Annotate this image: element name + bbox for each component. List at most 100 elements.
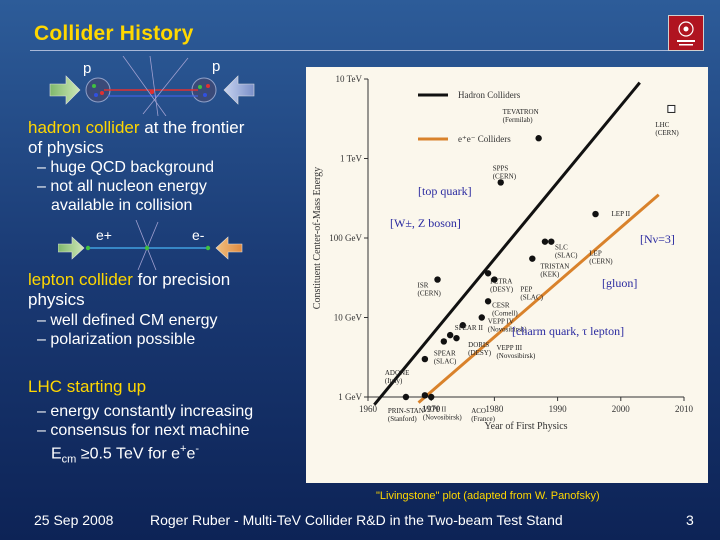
point-sublabel: (CERN): [655, 129, 679, 137]
y-tick-label: 1 TeV: [340, 154, 362, 164]
point-marker: [592, 210, 599, 218]
lepton-bullet-1: – well defined CM energy: [37, 312, 218, 329]
lepton-heading-line2: physics: [28, 290, 85, 309]
point-marker: [440, 338, 448, 345]
point-marker: [667, 104, 676, 113]
hadron-bullet-3: available in collision: [51, 197, 193, 214]
point-label: ACO: [471, 407, 486, 415]
annotation-gluon: [gluon]: [602, 276, 637, 290]
point-marker: [529, 255, 536, 262]
x-tick-label: 1970: [422, 404, 441, 414]
university-logo-icon: [668, 15, 704, 51]
point-marker: [421, 392, 429, 399]
annotation-charm: [charm quark, τ lepton]: [512, 324, 624, 338]
legend-label-lepton: e⁺e⁻ Colliders: [458, 134, 511, 144]
point-sublabel: (CERN): [589, 258, 613, 266]
page-number: 3: [686, 512, 694, 528]
hadron-bullet-1: – huge QCD background: [37, 159, 214, 176]
lepton-bullet-2: – polarization possible: [37, 331, 196, 348]
y-axis-label: Constituent Center-of-Mass Energy: [312, 167, 323, 309]
point-sublabel: (Novosibirsk): [496, 352, 536, 360]
trend-line: [373, 81, 641, 406]
point-label: PEP: [520, 286, 532, 294]
title-divider: [30, 50, 670, 51]
point-label: VEPP III: [496, 344, 522, 352]
lepton-heading: lepton collider for precision physics: [28, 270, 308, 310]
point-label: SPEAR: [434, 349, 456, 357]
x-tick-label: 2000: [612, 404, 631, 414]
point-label: CESR: [492, 301, 510, 309]
x-tick-label: 1980: [485, 404, 504, 414]
y-tick-label: 10 GeV: [334, 313, 363, 323]
eminus-base: e: [186, 445, 196, 463]
point-label: ADONE: [385, 369, 410, 377]
positron-label: e+: [96, 227, 112, 243]
trend-line: [417, 193, 660, 404]
point-sublabel: (Cornell): [492, 309, 518, 317]
point-marker: [421, 355, 429, 363]
hadron-bullets: – huge QCD background – not all nucleon …: [37, 158, 307, 215]
point-sublabel: (SLAC): [555, 252, 578, 260]
point-label: VEPP II: [423, 405, 447, 413]
point-marker: [428, 393, 435, 401]
point-label: SLC: [555, 244, 568, 252]
point-sublabel: (Novosibirsk): [423, 413, 463, 421]
point-label: ISR: [418, 282, 429, 290]
point-sublabel: (France): [471, 415, 495, 423]
x-tick-label: 1990: [549, 404, 568, 414]
y-tick-label: 10 TeV: [336, 74, 363, 84]
x-axis-label: Year of First Physics: [484, 421, 567, 432]
lhc-bullet-3: Ecm ≥0.5 TeV for e+e-: [37, 440, 317, 470]
point-sublabel: (CERN): [418, 290, 442, 298]
lepton-heading-rest: for precision: [132, 270, 231, 289]
annotation-top: [top quark]: [418, 184, 472, 198]
point-label: PRIN-STAN: [388, 407, 424, 415]
footer-center: Roger Ruber - Multi-TeV Collider R&D in …: [150, 512, 563, 528]
lhc-bullets: – energy constantly increasing – consens…: [37, 402, 317, 470]
point-sublabel: (Stanford): [388, 415, 417, 423]
point-marker: [548, 238, 555, 245]
point-sublabel: (DESY): [490, 285, 514, 293]
lepton-heading-highlight: lepton collider: [28, 270, 133, 289]
point-label: LEP: [589, 250, 602, 258]
y-tick-label: 100 GeV: [329, 233, 362, 243]
eminus-superscript: -: [195, 443, 200, 455]
annotation-nnu: [Nν=3]: [640, 232, 675, 246]
point-marker: [402, 393, 410, 401]
point-label: LEP II: [612, 210, 631, 218]
hadron-heading-highlight: hadron collider: [28, 118, 140, 137]
proton-label-right: p: [212, 58, 221, 75]
hadron-collision-graphic: [48, 55, 298, 117]
point-marker: [491, 276, 498, 283]
point-label: LHC: [655, 121, 669, 129]
x-tick-label: 2010: [675, 404, 694, 414]
ecm-text: ≥0.5 TeV for e: [76, 445, 180, 463]
point-marker: [541, 238, 549, 245]
legend-label-hadron: Hadron Colliders: [458, 90, 521, 100]
annotation-wz: [W±, Z boson]: [390, 216, 461, 230]
point-label: VEPP IV: [488, 318, 514, 326]
point-marker: [478, 314, 485, 321]
point-sublabel: (Italy): [385, 377, 403, 385]
point-marker: [484, 298, 492, 305]
ecm-subscript: cm: [61, 453, 77, 466]
lepton-bullets: – well defined CM energy – polarization …: [37, 311, 307, 349]
point-marker: [484, 270, 492, 277]
eplus-superscript: +: [180, 443, 187, 455]
hadron-bullet-2: – not all nucleon energy: [37, 178, 207, 195]
x-tick-label: 1960: [359, 404, 378, 414]
electron-label: e-: [192, 227, 205, 243]
point-sublabel: (Fermilab): [503, 116, 534, 124]
hadron-heading: hadron collider at the frontier of physi…: [28, 118, 308, 158]
point-label: SPPS: [493, 164, 509, 172]
footer-date: 25 Sep 2008: [34, 512, 114, 528]
point-marker: [453, 334, 460, 342]
livingston-plot: 1 GeV 10 GeV 100 GeV 1 TeV 10 TeV 1960 1970 198…: [312, 74, 694, 432]
point-sublabel: (CERN): [493, 172, 517, 180]
lhc-bullet-2: – consensus for next machine: [37, 422, 250, 439]
point-marker: [459, 322, 466, 329]
plot-caption: "Livingstone" plot (adapted from W. Pano…: [376, 490, 600, 502]
point-marker: [434, 276, 441, 283]
point-label: SPEAR II: [455, 324, 484, 332]
hadron-heading-rest: at the frontier: [139, 118, 245, 137]
